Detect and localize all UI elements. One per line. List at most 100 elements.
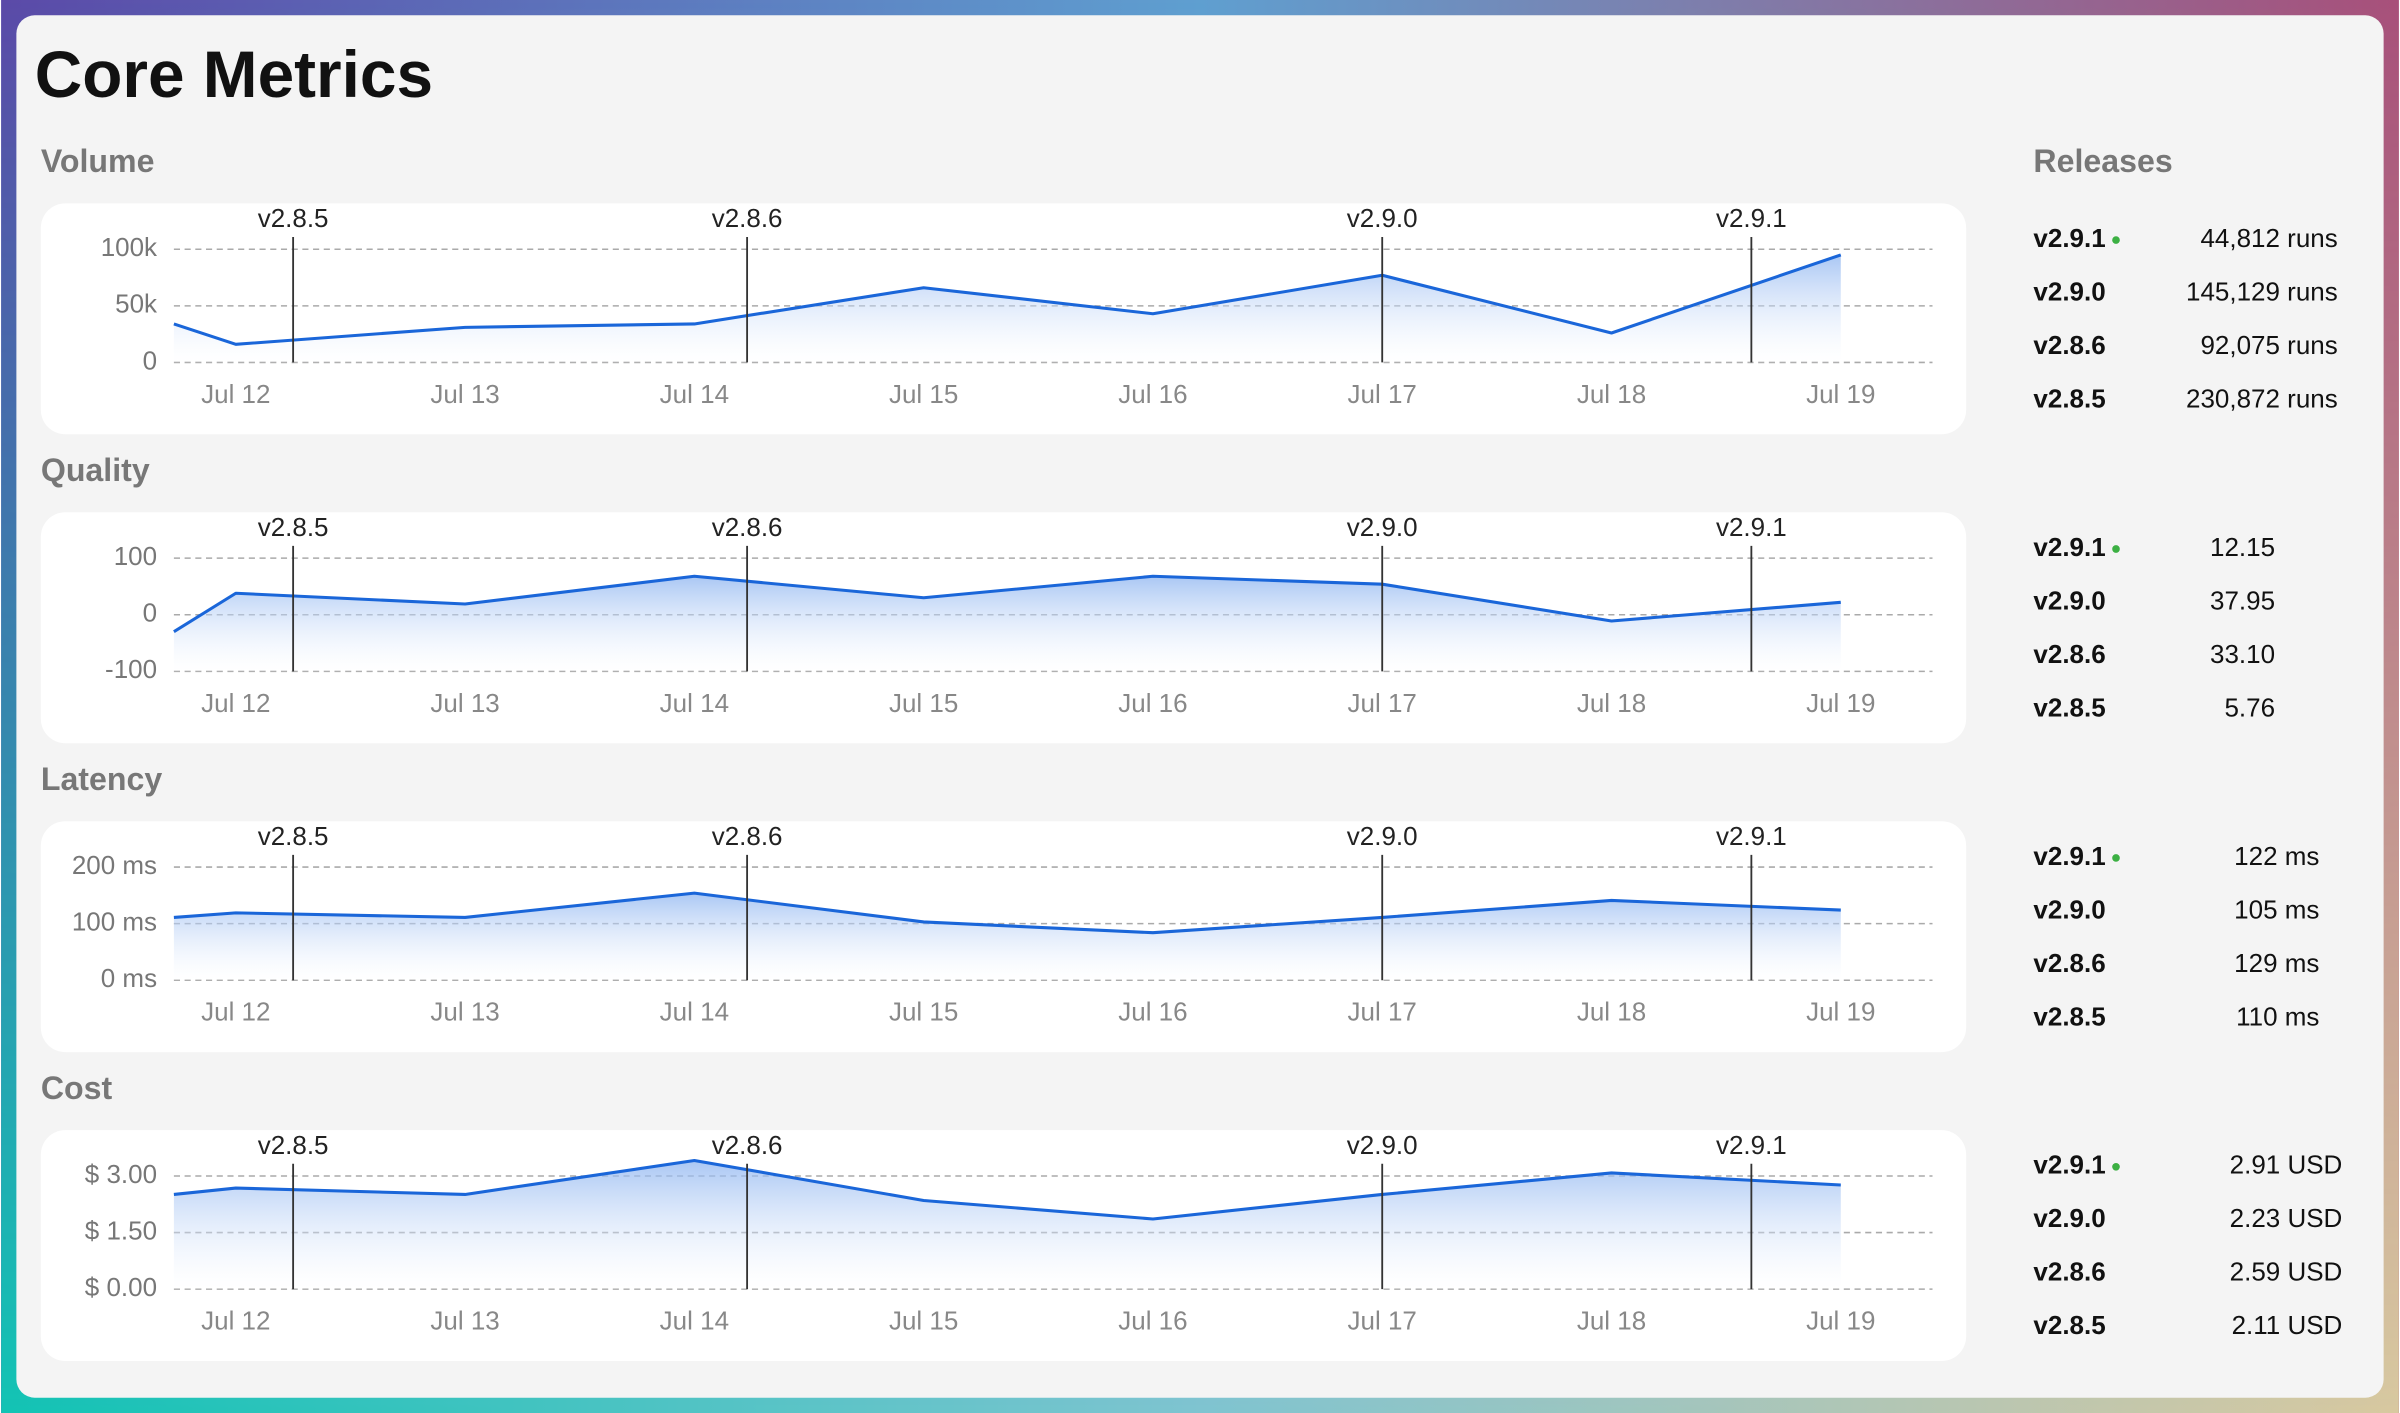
current-dot [2112, 1162, 2120, 1171]
x-tick-label: Jul 17 [1348, 688, 1417, 718]
x-tick-label: Jul 12 [201, 379, 270, 409]
release-version: v2.8.5 [2033, 1310, 2105, 1340]
section-title: Latency [41, 761, 162, 797]
release-version: v2.9.0 [2033, 585, 2105, 615]
x-tick-label: Jul 12 [201, 1306, 270, 1336]
y-tick-label: -100 [105, 654, 157, 684]
release-value: 37.95 [2210, 585, 2275, 615]
y-tick-label: 100k [101, 232, 158, 262]
x-tick-label: Jul 13 [430, 688, 499, 718]
x-tick-label: Jul 19 [1806, 688, 1875, 718]
release-version: v2.8.6 [2033, 1257, 2105, 1287]
release-marker-label: v2.8.5 [258, 821, 329, 851]
release-version: v2.9.1 [2033, 223, 2105, 253]
y-tick-label: $ 3.00 [85, 1159, 157, 1189]
release-marker-label: v2.8.6 [712, 821, 783, 851]
x-tick-label: Jul 17 [1348, 1306, 1417, 1336]
release-value: 44,812 runs [2200, 223, 2337, 253]
x-tick-label: Jul 14 [660, 997, 729, 1027]
release-value: 2.11 USD [2232, 1310, 2343, 1340]
line [173, 891, 1841, 935]
x-tick-label: Jul 16 [1118, 688, 1187, 718]
x-tick-label: Jul 19 [1806, 1306, 1875, 1336]
x-tick-label: Jul 18 [1577, 1306, 1646, 1336]
x-tick-label: Jul 19 [1806, 997, 1875, 1027]
y-tick-label: $ 1.50 [85, 1215, 157, 1245]
x-tick-label: Jul 16 [1118, 379, 1187, 409]
y-tick-label: 50k [115, 289, 158, 319]
section-title: Quality [41, 452, 150, 488]
y-tick-label: $ 0.00 [85, 1272, 157, 1302]
y-tick-label: 0 ms [101, 963, 157, 993]
release-marker-label: v2.9.1 [1716, 512, 1787, 542]
release-version: v2.8.6 [2033, 639, 2105, 669]
current-dot [2112, 236, 2120, 244]
area [173, 576, 1841, 672]
current-dot [2112, 545, 2120, 553]
x-tick-label: Jul 15 [889, 688, 958, 718]
line [173, 1158, 1841, 1221]
release-marker-label: v2.9.1 [1716, 1130, 1787, 1160]
release-marker-label: v2.8.5 [258, 1130, 329, 1160]
release-version: v2.8.5 [2033, 384, 2105, 414]
release-version: v2.8.6 [2033, 948, 2105, 978]
release-version: v2.8.5 [2033, 692, 2105, 722]
x-tick-label: Jul 17 [1348, 997, 1417, 1027]
release-version: v2.9.1 [2033, 841, 2105, 871]
x-tick-label: Jul 13 [430, 1306, 499, 1336]
release-marker-label: v2.9.0 [1347, 203, 1418, 233]
x-tick-label: Jul 13 [430, 379, 499, 409]
section-title: Volume [41, 143, 155, 179]
y-tick-label: 100 [114, 541, 157, 571]
release-value: 2.91 USD [2230, 1150, 2343, 1180]
x-tick-label: Jul 15 [889, 379, 958, 409]
release-marker-label: v2.8.6 [712, 203, 783, 233]
release-value: 5.76 [2224, 692, 2275, 722]
release-version: v2.9.0 [2033, 894, 2105, 924]
releases-title: Releases [2033, 143, 2172, 179]
x-tick-label: Jul 14 [660, 1306, 729, 1336]
x-tick-label: Jul 16 [1118, 997, 1187, 1027]
x-tick-label: Jul 15 [889, 997, 958, 1027]
release-version: v2.9.1 [2033, 1150, 2105, 1180]
release-marker-label: v2.9.0 [1347, 1130, 1418, 1160]
release-marker-label: v2.8.5 [258, 203, 329, 233]
x-tick-label: Jul 16 [1118, 1306, 1187, 1336]
release-version: v2.9.0 [2033, 276, 2105, 306]
line [173, 574, 1841, 634]
x-tick-label: Jul 18 [1577, 997, 1646, 1027]
release-version: v2.9.0 [2033, 1203, 2105, 1233]
x-tick-label: Jul 17 [1348, 379, 1417, 409]
release-value: 92,075 runs [2200, 330, 2337, 360]
release-value: 230,872 runs [2186, 384, 2338, 414]
x-tick-label: Jul 18 [1577, 688, 1646, 718]
line [173, 253, 1842, 346]
release-marker-label: v2.9.0 [1347, 512, 1418, 542]
x-tick-label: Jul 12 [201, 688, 270, 718]
release-marker-label: v2.8.6 [712, 512, 783, 542]
area [173, 254, 1841, 363]
x-tick-label: Jul 14 [660, 688, 729, 718]
release-version: v2.9.1 [2033, 532, 2105, 562]
y-tick-label: 0 [143, 598, 157, 628]
release-value: 2.23 USD [2230, 1203, 2343, 1233]
release-value: 145,129 runs [2186, 276, 2338, 306]
release-marker-label: v2.9.1 [1716, 821, 1787, 851]
x-tick-label: Jul 12 [201, 997, 270, 1027]
y-tick-label: 100 ms [72, 907, 157, 937]
release-value: 33.10 [2210, 639, 2275, 669]
release-marker-label: v2.8.5 [258, 512, 329, 542]
release-version: v2.8.6 [2033, 330, 2105, 360]
release-value: 105 ms [2234, 894, 2319, 924]
release-marker-label: v2.9.0 [1347, 821, 1418, 851]
release-value: 110 ms [2236, 1001, 2319, 1031]
x-tick-label: Jul 14 [660, 379, 729, 409]
release-value: 12.15 [2210, 532, 2275, 562]
x-tick-label: Jul 13 [430, 997, 499, 1027]
x-tick-label: Jul 15 [889, 1306, 958, 1336]
release-marker-label: v2.9.1 [1716, 203, 1787, 233]
y-tick-label: 200 ms [72, 850, 157, 880]
area [173, 1160, 1841, 1290]
